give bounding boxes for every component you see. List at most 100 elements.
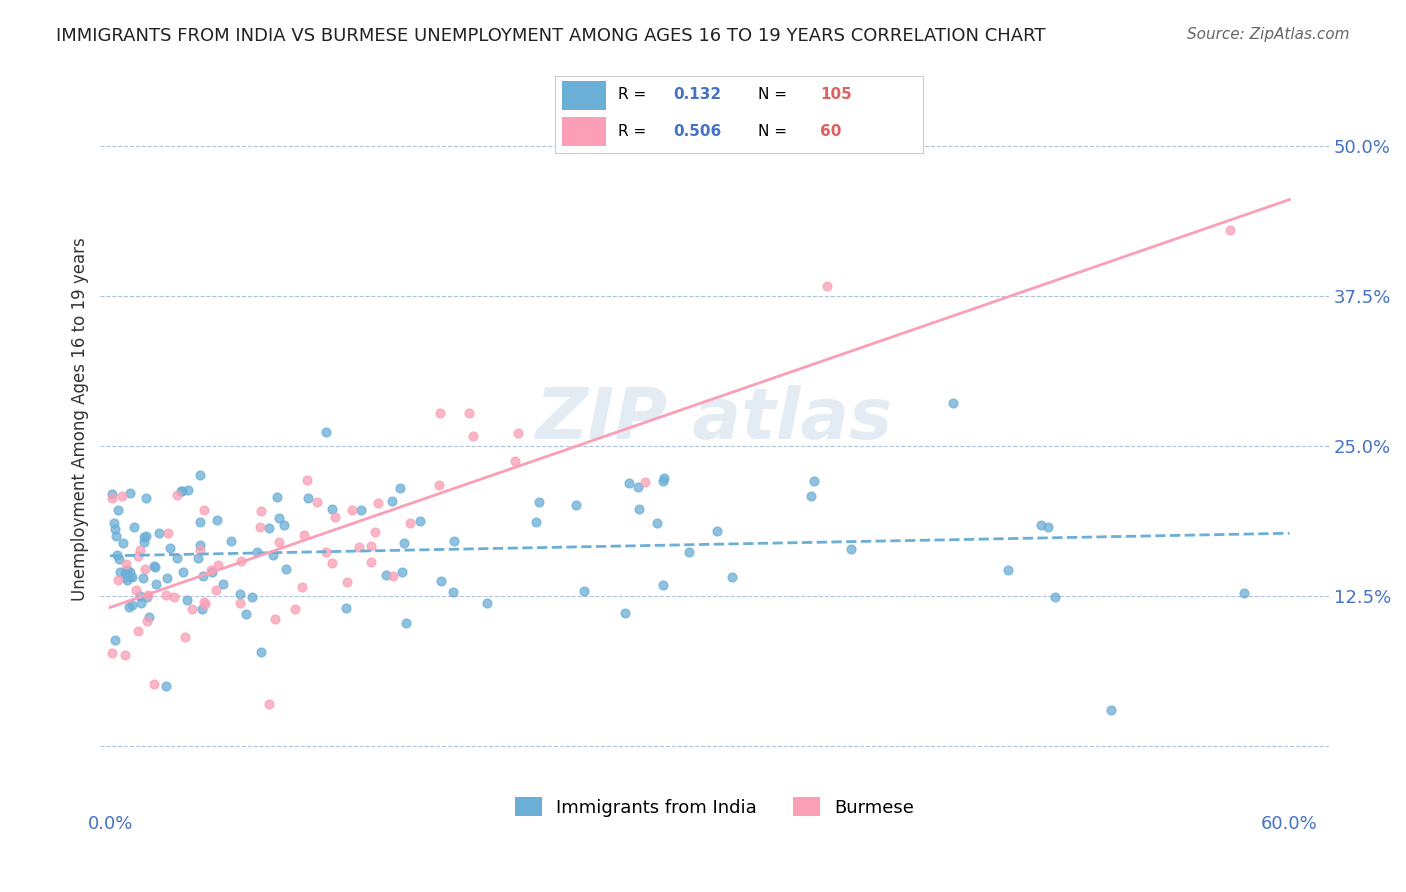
Immigrants from India — [104, 633, 127, 648]
Burmese — [315, 545, 337, 559]
Burmese — [155, 588, 177, 602]
Immigrants from India — [115, 573, 138, 587]
Immigrants from India — [135, 491, 157, 505]
Immigrants from India — [121, 598, 143, 612]
Immigrants from India — [706, 524, 728, 538]
Burmese — [114, 648, 136, 662]
Immigrants from India — [529, 495, 551, 509]
Burmese — [249, 520, 271, 534]
Burmese — [506, 426, 529, 441]
Burmese — [134, 562, 156, 576]
Immigrants from India — [273, 518, 295, 533]
Immigrants from India — [240, 591, 263, 605]
Burmese — [363, 524, 385, 539]
Immigrants from India — [1043, 590, 1066, 604]
Immigrants from India — [134, 530, 156, 544]
Burmese — [349, 540, 371, 554]
Text: ZIP atlas: ZIP atlas — [536, 384, 893, 454]
Immigrants from India — [172, 565, 194, 579]
Immigrants from India — [110, 565, 132, 579]
Text: IMMIGRANTS FROM INDIA VS BURMESE UNEMPLOYMENT AMONG AGES 16 TO 19 YEARS CORRELAT: IMMIGRANTS FROM INDIA VS BURMESE UNEMPLO… — [56, 27, 1046, 45]
Burmese — [166, 488, 188, 502]
Immigrants from India — [205, 513, 228, 527]
Burmese — [180, 602, 202, 616]
Immigrants from India — [392, 535, 415, 549]
Immigrants from India — [107, 502, 129, 516]
Immigrants from India — [188, 515, 211, 529]
Burmese — [174, 630, 197, 644]
Immigrants from India — [1233, 586, 1256, 600]
Burmese — [291, 580, 314, 594]
Immigrants from India — [129, 596, 152, 610]
Burmese — [292, 528, 315, 542]
Immigrants from India — [652, 474, 675, 488]
Immigrants from India — [627, 501, 650, 516]
Burmese — [127, 549, 149, 563]
Immigrants from India — [108, 552, 131, 566]
Burmese — [321, 556, 343, 570]
Burmese — [188, 542, 211, 557]
Immigrants from India — [156, 571, 179, 585]
Immigrants from India — [122, 520, 145, 534]
Burmese — [125, 583, 148, 598]
Immigrants from India — [409, 514, 432, 528]
Immigrants from India — [105, 529, 128, 543]
Burmese — [129, 543, 152, 558]
Burmese — [367, 496, 389, 510]
Immigrants from India — [246, 545, 269, 559]
Immigrants from India — [389, 481, 412, 495]
Immigrants from India — [395, 615, 418, 630]
Immigrants from India — [475, 596, 498, 610]
Text: 0.0%: 0.0% — [87, 815, 132, 833]
Immigrants from India — [315, 425, 337, 439]
Immigrants from India — [652, 471, 675, 485]
Immigrants from India — [212, 577, 235, 591]
Immigrants from India — [191, 601, 214, 615]
Immigrants from India — [135, 591, 157, 605]
Immigrants from India — [219, 534, 242, 549]
Burmese — [323, 509, 346, 524]
Immigrants from India — [188, 468, 211, 483]
Burmese — [257, 697, 280, 711]
Burmese — [127, 624, 149, 638]
Burmese — [193, 502, 215, 516]
Immigrants from India — [617, 476, 640, 491]
Immigrants from India — [250, 645, 273, 659]
Immigrants from India — [135, 529, 157, 543]
Immigrants from India — [720, 570, 742, 584]
Immigrants from India — [148, 525, 170, 540]
Immigrants from India — [524, 515, 547, 529]
Immigrants from India — [142, 559, 165, 574]
Immigrants from India — [111, 536, 134, 550]
Immigrants from India — [1036, 520, 1059, 534]
Burmese — [295, 473, 318, 487]
Burmese — [135, 614, 157, 628]
Immigrants from India — [117, 600, 139, 615]
Burmese — [307, 495, 329, 509]
Immigrants from India — [430, 574, 453, 589]
Legend: Immigrants from India, Burmese: Immigrants from India, Burmese — [508, 790, 922, 824]
Immigrants from India — [678, 545, 700, 559]
Immigrants from India — [143, 559, 166, 574]
Immigrants from India — [120, 485, 142, 500]
Burmese — [1219, 223, 1241, 237]
Immigrants from India — [166, 551, 188, 566]
Immigrants from India — [120, 570, 142, 584]
Burmese — [457, 406, 479, 420]
Immigrants from India — [132, 535, 155, 549]
Burmese — [229, 596, 252, 610]
Immigrants from India — [190, 538, 212, 552]
Immigrants from India — [176, 593, 198, 607]
Burmese — [114, 558, 136, 572]
Immigrants from India — [121, 570, 143, 584]
Y-axis label: Unemployment Among Ages 16 to 19 years: Unemployment Among Ages 16 to 19 years — [72, 237, 89, 601]
Immigrants from India — [138, 610, 160, 624]
Burmese — [815, 278, 838, 293]
Burmese — [138, 588, 160, 602]
Immigrants from India — [441, 584, 464, 599]
Burmese — [360, 555, 382, 569]
Burmese — [101, 646, 124, 660]
Immigrants from India — [645, 516, 668, 530]
Burmese — [398, 516, 420, 530]
Burmese — [461, 429, 484, 443]
